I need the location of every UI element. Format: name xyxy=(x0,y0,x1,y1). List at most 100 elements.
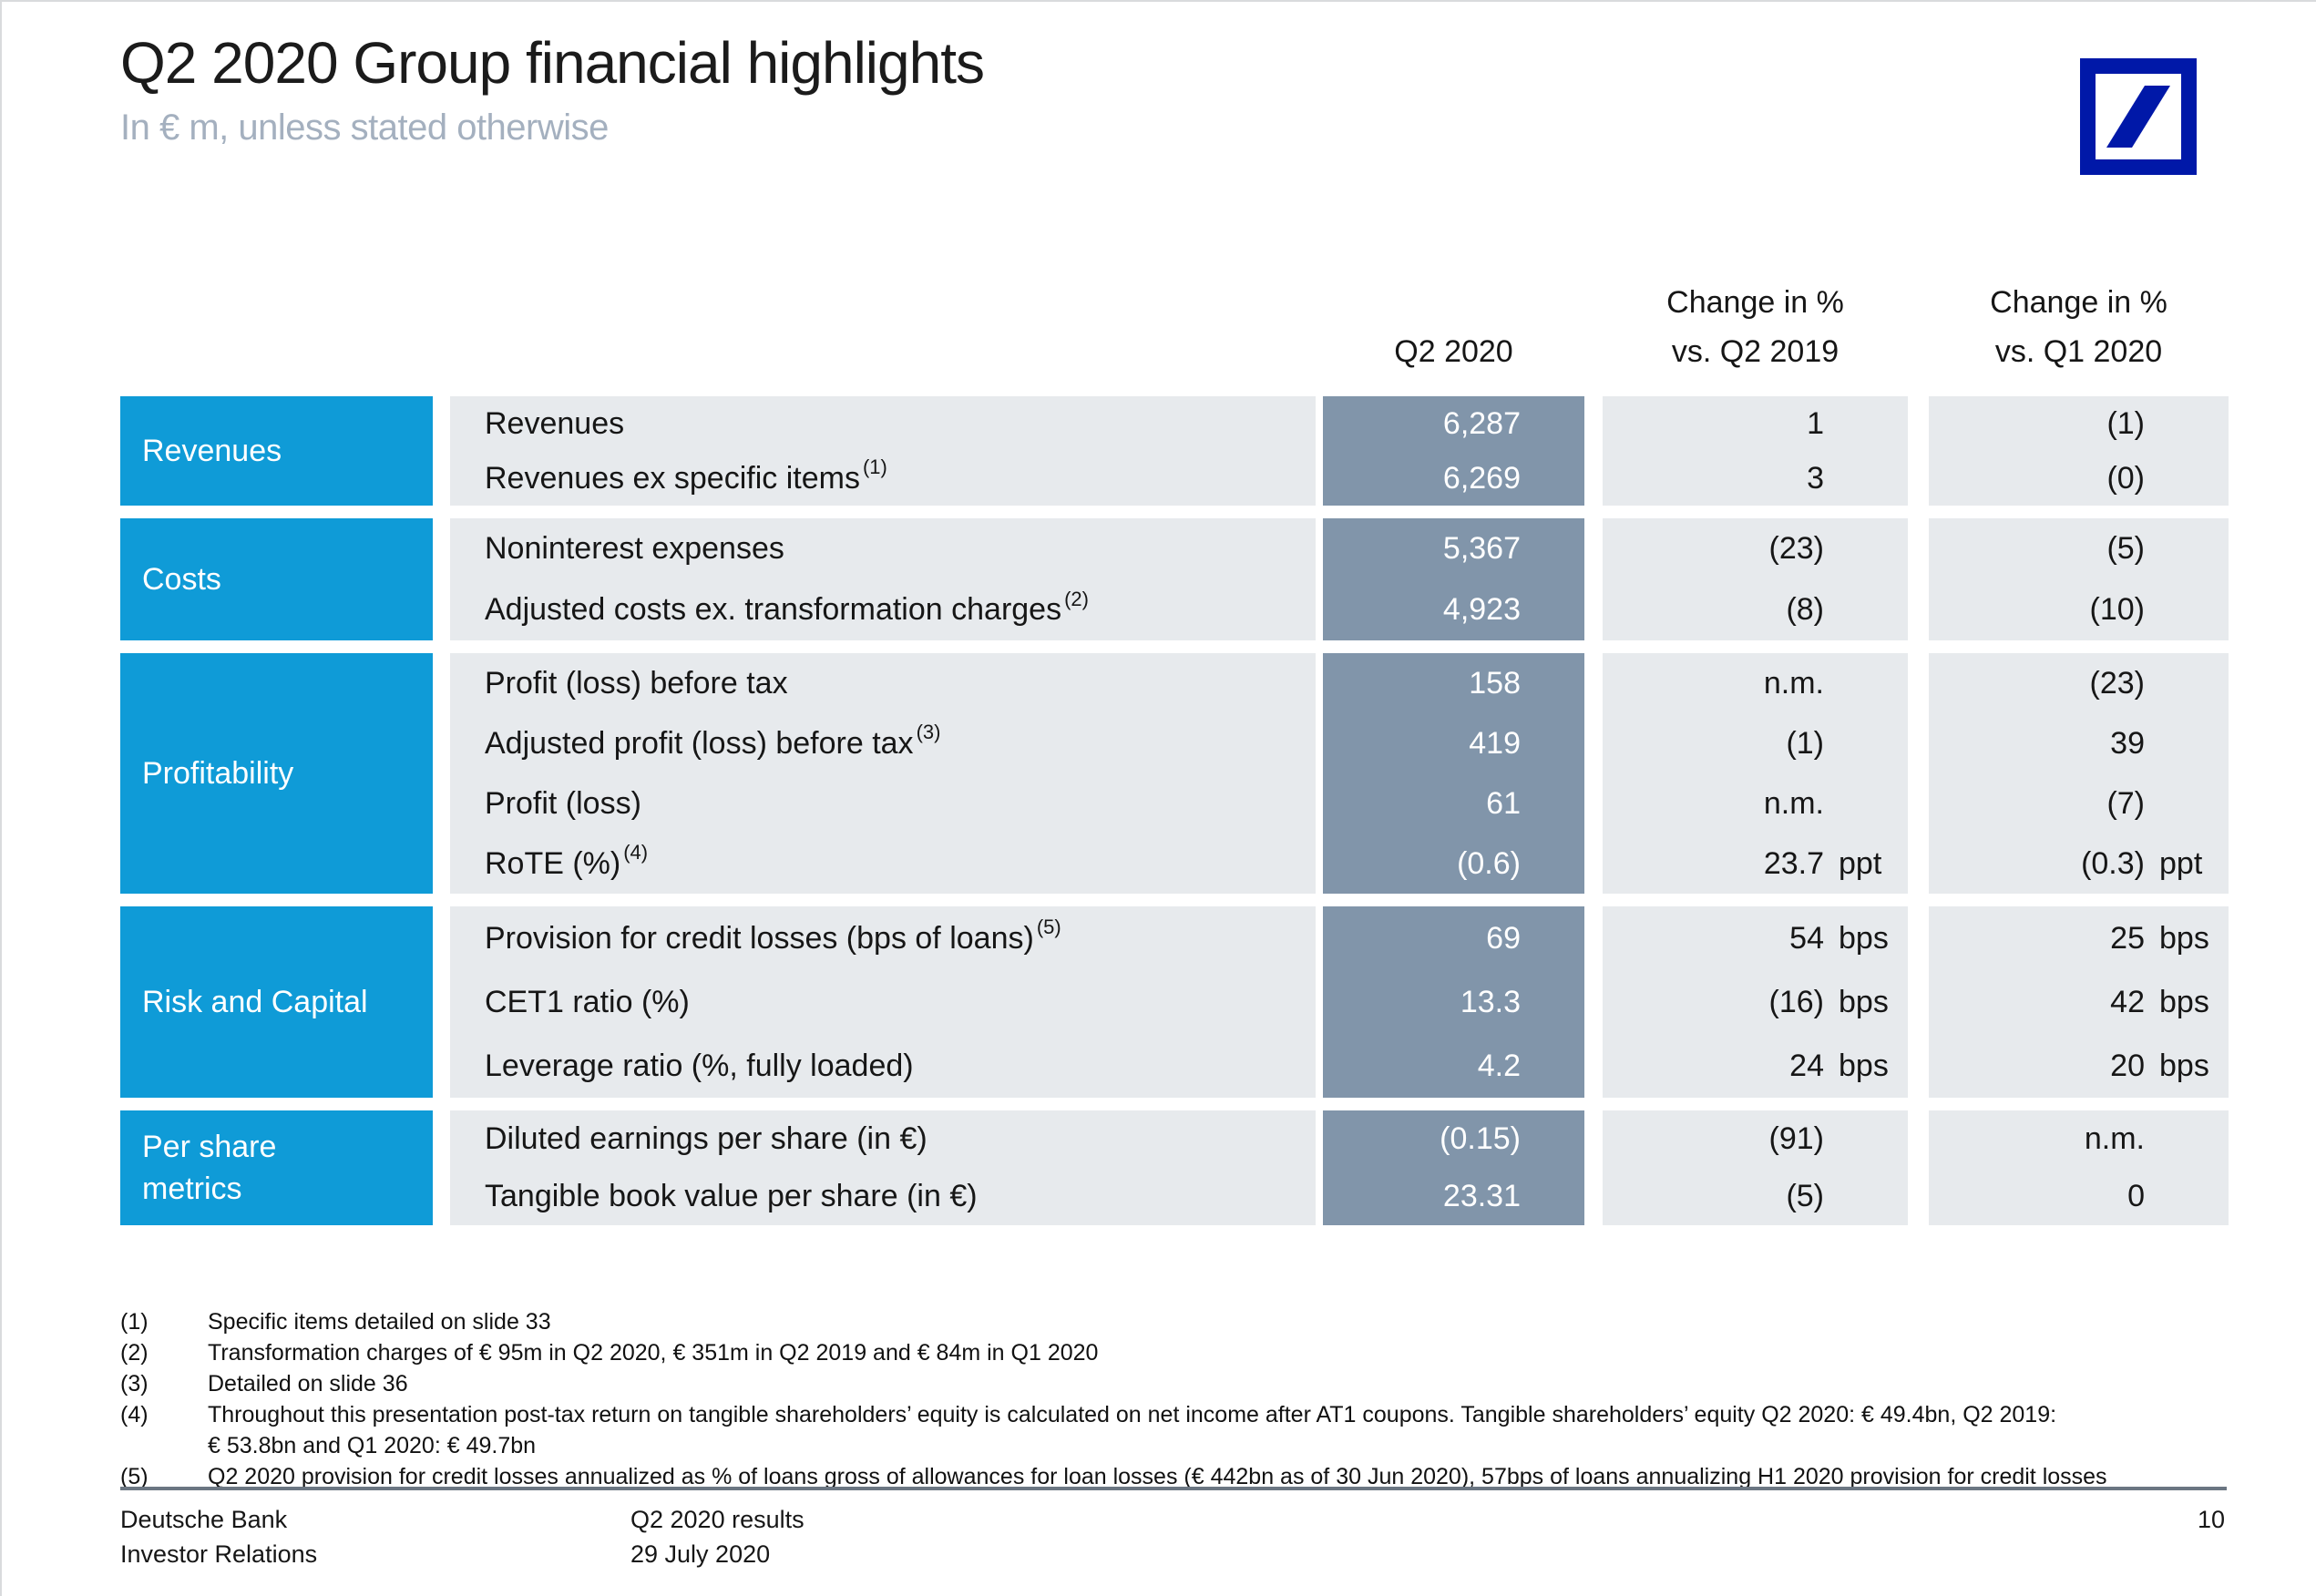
value-text: (0.15) xyxy=(1440,1121,1521,1156)
unit-text: ppt xyxy=(1839,845,1882,881)
metric-label-text: Noninterest expenses xyxy=(485,531,784,566)
slide-title: Q2 2020 Group financial highlights xyxy=(120,30,985,96)
group-category-line: Revenues xyxy=(142,434,282,468)
q2-2020-value: 158 xyxy=(1323,653,1584,713)
change-value: (0) xyxy=(1929,451,2229,506)
q2-2020-value: 419 xyxy=(1323,713,1584,773)
column-header-q2-2020: Q2 2020 xyxy=(1323,327,1584,376)
metric-label-text: Tangible book value per share (in €) xyxy=(485,1179,978,1213)
change-value: n.m. xyxy=(1603,773,1908,834)
footnote-text: Detailed on slide 36 xyxy=(208,1368,2229,1399)
footer-left: Deutsche Bank Investor Relations xyxy=(120,1502,317,1571)
metric-label-text: Provision for credit losses (bps of loan… xyxy=(485,920,1034,956)
header-line: vs. Q1 2020 xyxy=(1994,334,2163,369)
db-slash-icon xyxy=(2080,58,2197,175)
slide-subtitle: In € m, unless stated otherwise xyxy=(120,107,609,148)
footnote: (3) Detailed on slide 36 xyxy=(120,1368,2229,1399)
q2-2020-values: 5,367 4,923 xyxy=(1323,518,1584,640)
metric-label: Tangible book value per share (in €) xyxy=(450,1168,1316,1225)
change-vs-q1-2020-values: (1) (0) xyxy=(1929,396,2229,506)
value-text: 61 xyxy=(1486,785,1521,821)
table-group: Profitability Profit (loss) before tax Adj… xyxy=(120,653,2229,894)
value-text: n.m. xyxy=(2084,1121,2145,1156)
value-text: 69 xyxy=(1486,920,1521,956)
footer-presentation: Q2 2020 results xyxy=(630,1506,804,1533)
value-text: (8) xyxy=(1786,592,1824,627)
metric-label-text: Diluted earnings per share (in €) xyxy=(485,1121,927,1156)
change-vs-q2-2019-values: 54 bps (16) bps 24 bps xyxy=(1603,906,1908,1098)
value-text: 23.31 xyxy=(1442,1179,1521,1213)
metric-label: Profit (loss) before tax xyxy=(450,653,1316,713)
value-text: n.m. xyxy=(1763,665,1824,701)
change-value: (5) xyxy=(1603,1168,1908,1225)
metric-labels: Revenues Revenues ex specific items (1) xyxy=(450,396,1316,506)
value-text: (1) xyxy=(2106,405,2145,441)
group-category-line: Per share xyxy=(142,1130,277,1164)
metric-label-text: Leverage ratio (%, fully loaded) xyxy=(485,1048,914,1083)
footnote-number: (2) xyxy=(120,1340,149,1366)
metric-label-text: Profit (loss) before tax xyxy=(485,665,788,701)
change-value: 1 xyxy=(1603,396,1908,451)
q2-2020-value: 23.31 xyxy=(1323,1168,1584,1225)
footnote-line: Detailed on slide 36 xyxy=(208,1371,408,1396)
q2-2020-value: (0.6) xyxy=(1323,834,1584,894)
value-text: 6,269 xyxy=(1442,460,1521,496)
change-value: 25 bps xyxy=(1929,906,2229,970)
group-category-line: Risk and Capital xyxy=(142,985,368,1019)
group-category: Costs xyxy=(120,518,433,640)
value-text: 39 xyxy=(2110,725,2145,761)
unit-text: bps xyxy=(1839,920,1889,956)
footnote-line: Transformation charges of € 95m in Q2 20… xyxy=(208,1340,1099,1366)
unit-text: ppt xyxy=(2159,845,2203,881)
header-line: Q2 2020 xyxy=(1394,334,1513,369)
metric-label-text: RoTE (%) xyxy=(485,845,621,881)
group-category-line: Costs xyxy=(142,562,221,597)
metric-label-text: CET1 ratio (%) xyxy=(485,984,690,1019)
metric-label: Provision for credit losses (bps of loan… xyxy=(450,906,1316,970)
metric-label: Leverage ratio (%, fully loaded) xyxy=(450,1034,1316,1098)
footnote-number: (5) xyxy=(120,1464,149,1489)
q2-2020-values: (0.15) 23.31 xyxy=(1323,1110,1584,1225)
metric-label-text: Profit (loss) xyxy=(485,785,641,821)
change-value: (10) xyxy=(1929,579,2229,640)
footnote-marker: (3) xyxy=(916,721,941,743)
footnote: (2) Transformation charges of € 95m in Q2… xyxy=(120,1337,2229,1368)
table-group: Costs Noninterest expenses Adjusted costs … xyxy=(120,518,2229,640)
change-value: 3 xyxy=(1603,451,1908,506)
metric-labels: Noninterest expenses Adjusted costs ex. t… xyxy=(450,518,1316,640)
footnotes: (1) Specific items detailed on slide 33 (2… xyxy=(120,1306,2229,1492)
value-text: (0.3) xyxy=(2081,845,2145,881)
metric-label-text: Revenues xyxy=(485,405,625,441)
value-text: 419 xyxy=(1469,725,1521,761)
header-line: Change in % xyxy=(1666,285,1844,320)
financial-highlights-table: Q2 2020 Change in % vs. Q2 2019 Change i… xyxy=(120,274,2229,1238)
change-value: (91) xyxy=(1603,1110,1908,1168)
value-text: (16) xyxy=(1768,984,1824,1019)
group-category: Profitability xyxy=(120,653,433,894)
footnote-marker: (5) xyxy=(1036,916,1061,938)
change-vs-q1-2020-values: (5) (10) xyxy=(1929,518,2229,640)
q2-2020-value: 5,367 xyxy=(1323,518,1584,579)
metric-label: CET1 ratio (%) xyxy=(450,970,1316,1034)
change-value: (23) xyxy=(1929,653,2229,713)
group-category-line: metrics xyxy=(142,1171,242,1206)
q2-2020-value: 6,287 xyxy=(1323,396,1584,451)
value-text: 6,287 xyxy=(1442,405,1521,441)
value-text: 23.7 xyxy=(1763,845,1824,881)
value-text: (0.6) xyxy=(1457,845,1521,881)
metric-label: RoTE (%) (4) xyxy=(450,834,1316,894)
unit-text: bps xyxy=(1839,984,1889,1019)
metric-label: Adjusted costs ex. transformation charge… xyxy=(450,579,1316,640)
unit-text: bps xyxy=(1839,1048,1889,1083)
change-value: (0.3) ppt xyxy=(1929,834,2229,894)
value-text: n.m. xyxy=(1763,785,1824,821)
value-text: 24 xyxy=(1789,1048,1824,1083)
change-value: (5) xyxy=(1929,518,2229,579)
table-header-row: Q2 2020 Change in % vs. Q2 2019 Change i… xyxy=(120,274,2229,376)
table-group: Revenues Revenues Revenues ex specific ite… xyxy=(120,396,2229,506)
q2-2020-value: 69 xyxy=(1323,906,1584,970)
q2-2020-value: 6,269 xyxy=(1323,451,1584,506)
footnote: (4) Throughout this presentation post-tax… xyxy=(120,1399,2229,1461)
metric-label: Revenues ex specific items (1) xyxy=(450,451,1316,506)
